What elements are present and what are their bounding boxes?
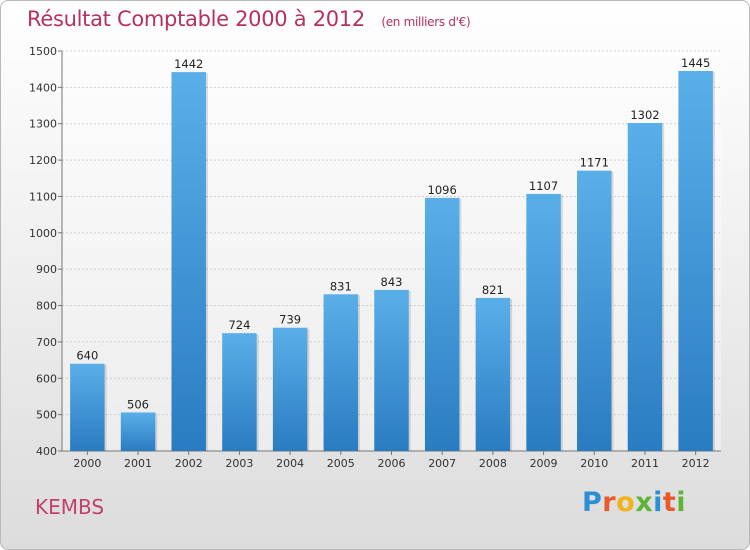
y-tick-label: 1000 [29, 227, 57, 240]
bar [475, 297, 511, 451]
y-tick-label: 1400 [29, 81, 57, 94]
x-tick-label: 2008 [479, 457, 507, 470]
logo-letter: o [616, 487, 636, 518]
data-label: 831 [330, 279, 352, 293]
y-tick-label: 500 [36, 409, 57, 422]
y-tick-label: 600 [36, 372, 57, 385]
bar [272, 327, 308, 451]
x-tick-label: 2010 [580, 457, 608, 470]
x-tick-label: 2000 [73, 457, 101, 470]
bar [222, 333, 257, 451]
x-tick-label: 2006 [378, 457, 406, 470]
data-label: 1302 [630, 108, 659, 122]
logo-letter: i [653, 487, 663, 518]
x-tick-label: 2005 [327, 457, 355, 470]
logo-letter: x [635, 487, 654, 518]
x-tick-label: 2001 [124, 457, 152, 470]
chart-subtitle: (en milliers d'€) [381, 15, 471, 29]
commune-name: KEMBS [35, 495, 105, 519]
data-label: 739 [279, 313, 301, 327]
data-label: 1445 [681, 56, 710, 70]
data-label: 506 [127, 397, 149, 411]
bar [374, 289, 409, 451]
y-tick-label: 400 [36, 445, 57, 458]
bar [323, 294, 359, 451]
logo-letter: r [602, 487, 617, 518]
bar [424, 197, 460, 451]
x-tick-label: 2002 [175, 457, 203, 470]
data-label: 724 [228, 318, 250, 332]
y-tick-label: 1100 [29, 190, 57, 203]
x-tick-label: 2004 [276, 457, 304, 470]
bar [171, 72, 206, 451]
data-label: 1107 [529, 179, 558, 193]
x-tick-label: 2009 [530, 457, 558, 470]
data-label: 821 [482, 283, 504, 297]
proxiti-logo: Proxiti [582, 487, 686, 518]
y-tick-label: 1300 [29, 118, 57, 131]
data-label: 1096 [428, 183, 457, 197]
bar [120, 412, 156, 451]
logo-letter: t [662, 487, 677, 518]
data-label: 1442 [174, 57, 203, 71]
x-tick-label: 2011 [631, 457, 659, 470]
chart-title: Résultat Comptable 2000 à 2012 (en milli… [27, 7, 471, 31]
x-tick-label: 2007 [428, 457, 456, 470]
y-tick-label: 800 [36, 300, 57, 313]
y-tick-label: 700 [36, 336, 57, 349]
bar [627, 123, 663, 451]
x-tick-label: 2003 [225, 457, 253, 470]
bar [678, 71, 713, 451]
chart-title-text: Résultat Comptable 2000 à 2012 [27, 7, 365, 31]
data-label: 1171 [580, 156, 609, 170]
y-tick-label: 1200 [29, 154, 57, 167]
data-label: 640 [76, 349, 98, 363]
data-label: 843 [381, 275, 403, 289]
bar [526, 193, 561, 451]
y-tick-label: 900 [36, 263, 57, 276]
bar [577, 170, 612, 452]
bar [70, 363, 105, 451]
y-tick-label: 1500 [29, 45, 57, 58]
x-tick-label: 2012 [682, 457, 710, 470]
logo-letter: i [676, 487, 687, 518]
logo-letter: P [582, 487, 603, 518]
